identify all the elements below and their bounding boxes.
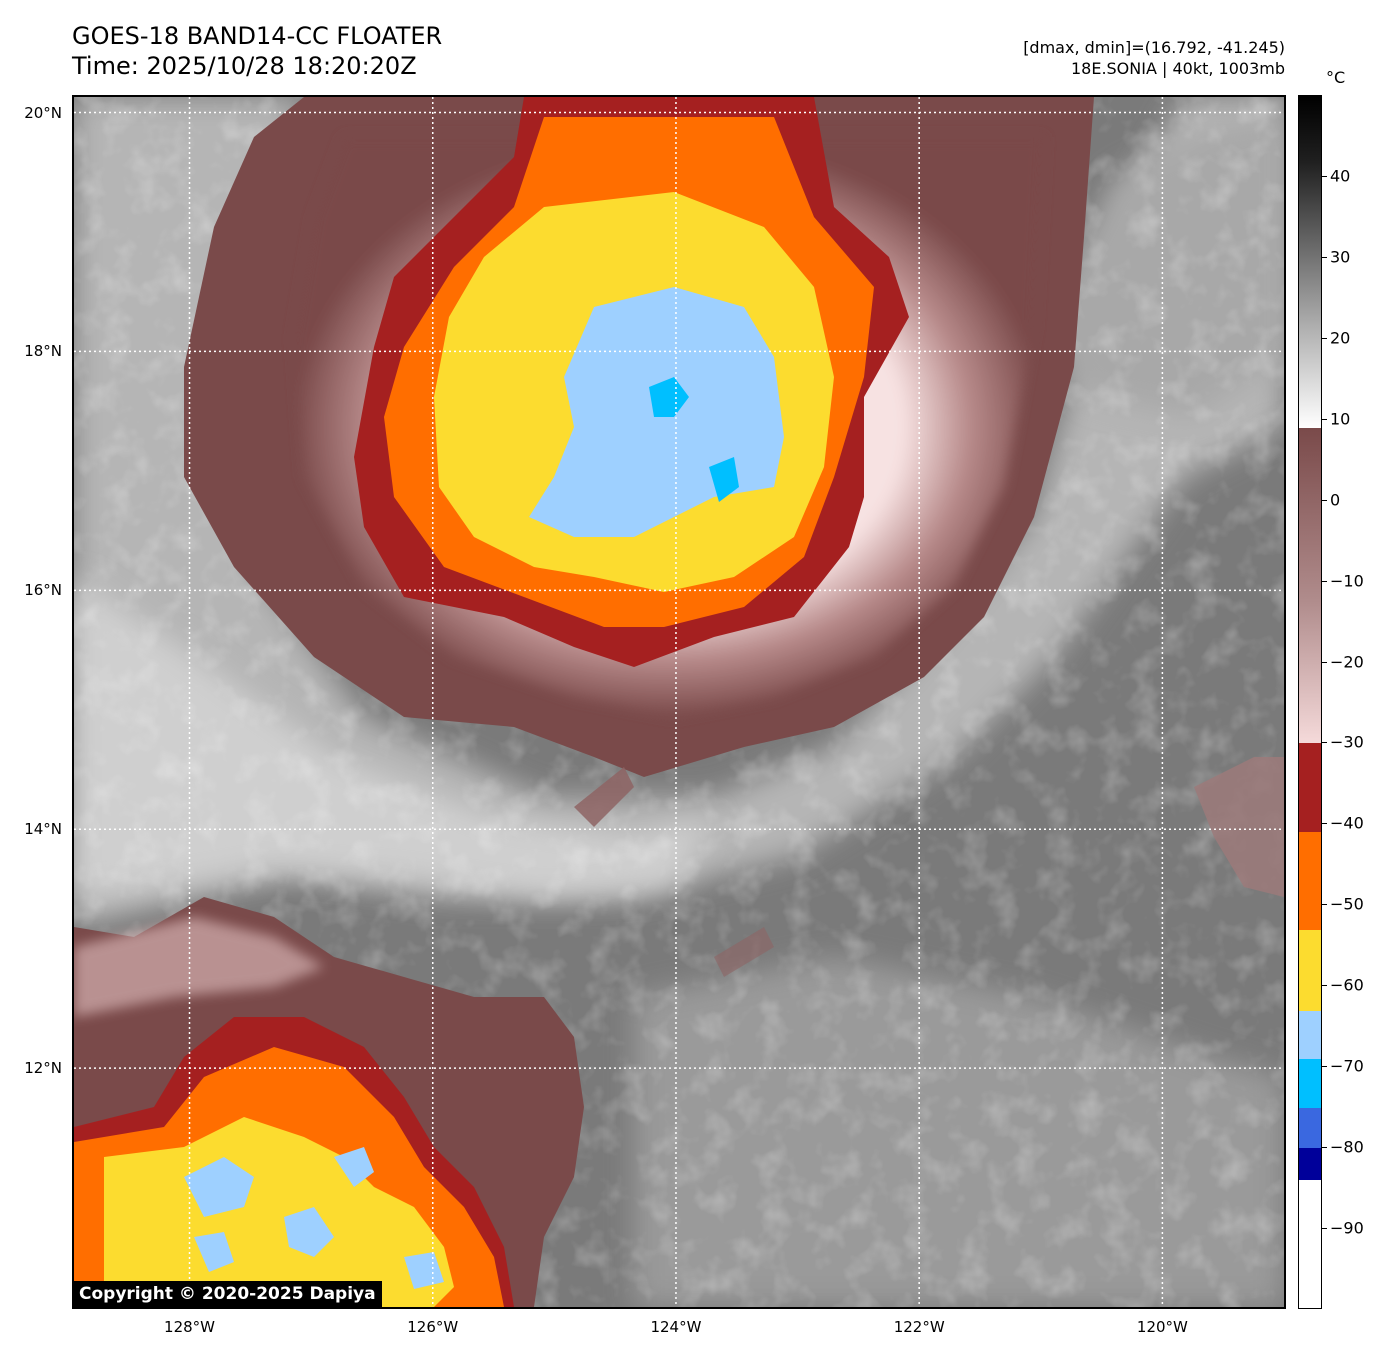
colorbar-segment (1299, 832, 1321, 930)
storm-cyan-cell (649, 377, 689, 417)
latitude-label: 12°N (24, 1059, 62, 1078)
southern-convection (74, 897, 584, 1307)
south-light-blue-cell-3 (334, 1147, 374, 1187)
mid-cloud-streak-2 (714, 927, 774, 977)
colorbar-tick (1322, 1066, 1327, 1068)
colorbar-tick (1322, 823, 1327, 825)
colorbar-tick-label: 30 (1330, 247, 1351, 267)
south-light-blue-cell-5 (404, 1252, 444, 1289)
mid-cloud-streak (574, 767, 634, 827)
colorbar-tick (1322, 661, 1327, 663)
colorbar-tick (1322, 580, 1327, 582)
colorbar-tick-label: −40 (1330, 813, 1364, 833)
colorbar-tick-label: 20 (1330, 328, 1351, 348)
storm-sonia (184, 97, 1094, 777)
storm-cyan-cell-2 (709, 457, 739, 502)
longitude-label: 128°W (164, 1318, 215, 1336)
colorbar-segment (1299, 1180, 1321, 1308)
colorbar-segment (1299, 929, 1321, 1011)
colorbar-tick-label: −90 (1330, 1218, 1364, 1238)
colorbar-tick-label: −80 (1330, 1137, 1364, 1157)
graticule (74, 97, 1284, 1307)
longitude-label: 122°W (893, 1318, 945, 1336)
south-light-blue-cell-2 (284, 1207, 334, 1257)
colorbar-tick (1322, 256, 1327, 258)
latitude-label: 20°N (24, 103, 62, 122)
colorbar-tick-label: −70 (1330, 1056, 1364, 1076)
colorbar-tick-label: −30 (1330, 732, 1364, 752)
longitude-label: 124°W (650, 1318, 702, 1336)
colorbar-segment (1299, 427, 1321, 744)
colorbar-tick-label: −10 (1330, 571, 1364, 591)
south-pink-edge (74, 917, 324, 1017)
colorbar-tick (1322, 742, 1327, 744)
south-light-blue-cell-4 (194, 1232, 234, 1272)
colorbar-tick-label: 40 (1330, 166, 1351, 186)
data-range-text: [dmax, dmin]=(16.792, -41.245) (1023, 38, 1285, 57)
colorbar-tick (1322, 1147, 1327, 1149)
storm-info-text: 18E.SONIA | 40kt, 1003mb (1070, 59, 1285, 78)
south-yellow (104, 1117, 454, 1307)
latitude-label: 18°N (24, 342, 62, 361)
latitude-label: 16°N (24, 581, 62, 600)
colorbar-tick (1322, 175, 1327, 177)
colorbar-segment (1299, 96, 1321, 428)
colorbar-tick-label: −20 (1330, 652, 1364, 672)
colorbar-segment (1299, 1107, 1321, 1149)
map-title: GOES-18 BAND14-CC FLOATER (72, 22, 443, 50)
colorbar-segment (1299, 1059, 1321, 1108)
colorbar (1298, 95, 1322, 1309)
longitude-label: 120°W (1136, 1318, 1188, 1336)
colorbar-tick (1322, 985, 1327, 987)
south-light-blue-cell (184, 1157, 254, 1217)
colorbar-tick (1322, 904, 1327, 906)
observation-time: Time: 2025/10/28 18:20:20Z (72, 52, 417, 80)
colorbar-tick-label: 10 (1330, 409, 1351, 429)
colorbar-tick-label: 0 (1330, 490, 1341, 510)
colorbar-segment (1299, 1148, 1321, 1181)
colorbar-tick (1322, 337, 1327, 339)
satellite-image (74, 97, 1284, 1307)
colorbar-tick (1322, 418, 1327, 420)
latitude-label: 14°N (24, 820, 62, 839)
copyright-notice: Copyright © 2020-2025 Dapiya (74, 1281, 382, 1308)
colorbar-unit: °C (1326, 68, 1346, 87)
colorbar-tick-label: −50 (1330, 894, 1364, 914)
east-cloud-patch (1194, 757, 1284, 897)
colorbar-tick (1322, 499, 1327, 501)
colorbar-tick-label: −60 (1330, 975, 1364, 995)
colorbar-segment (1299, 1010, 1321, 1060)
satellite-map (72, 95, 1286, 1309)
colorbar-segment (1299, 743, 1321, 833)
colorbar-tick (1322, 1228, 1327, 1230)
longitude-label: 126°W (407, 1318, 459, 1336)
